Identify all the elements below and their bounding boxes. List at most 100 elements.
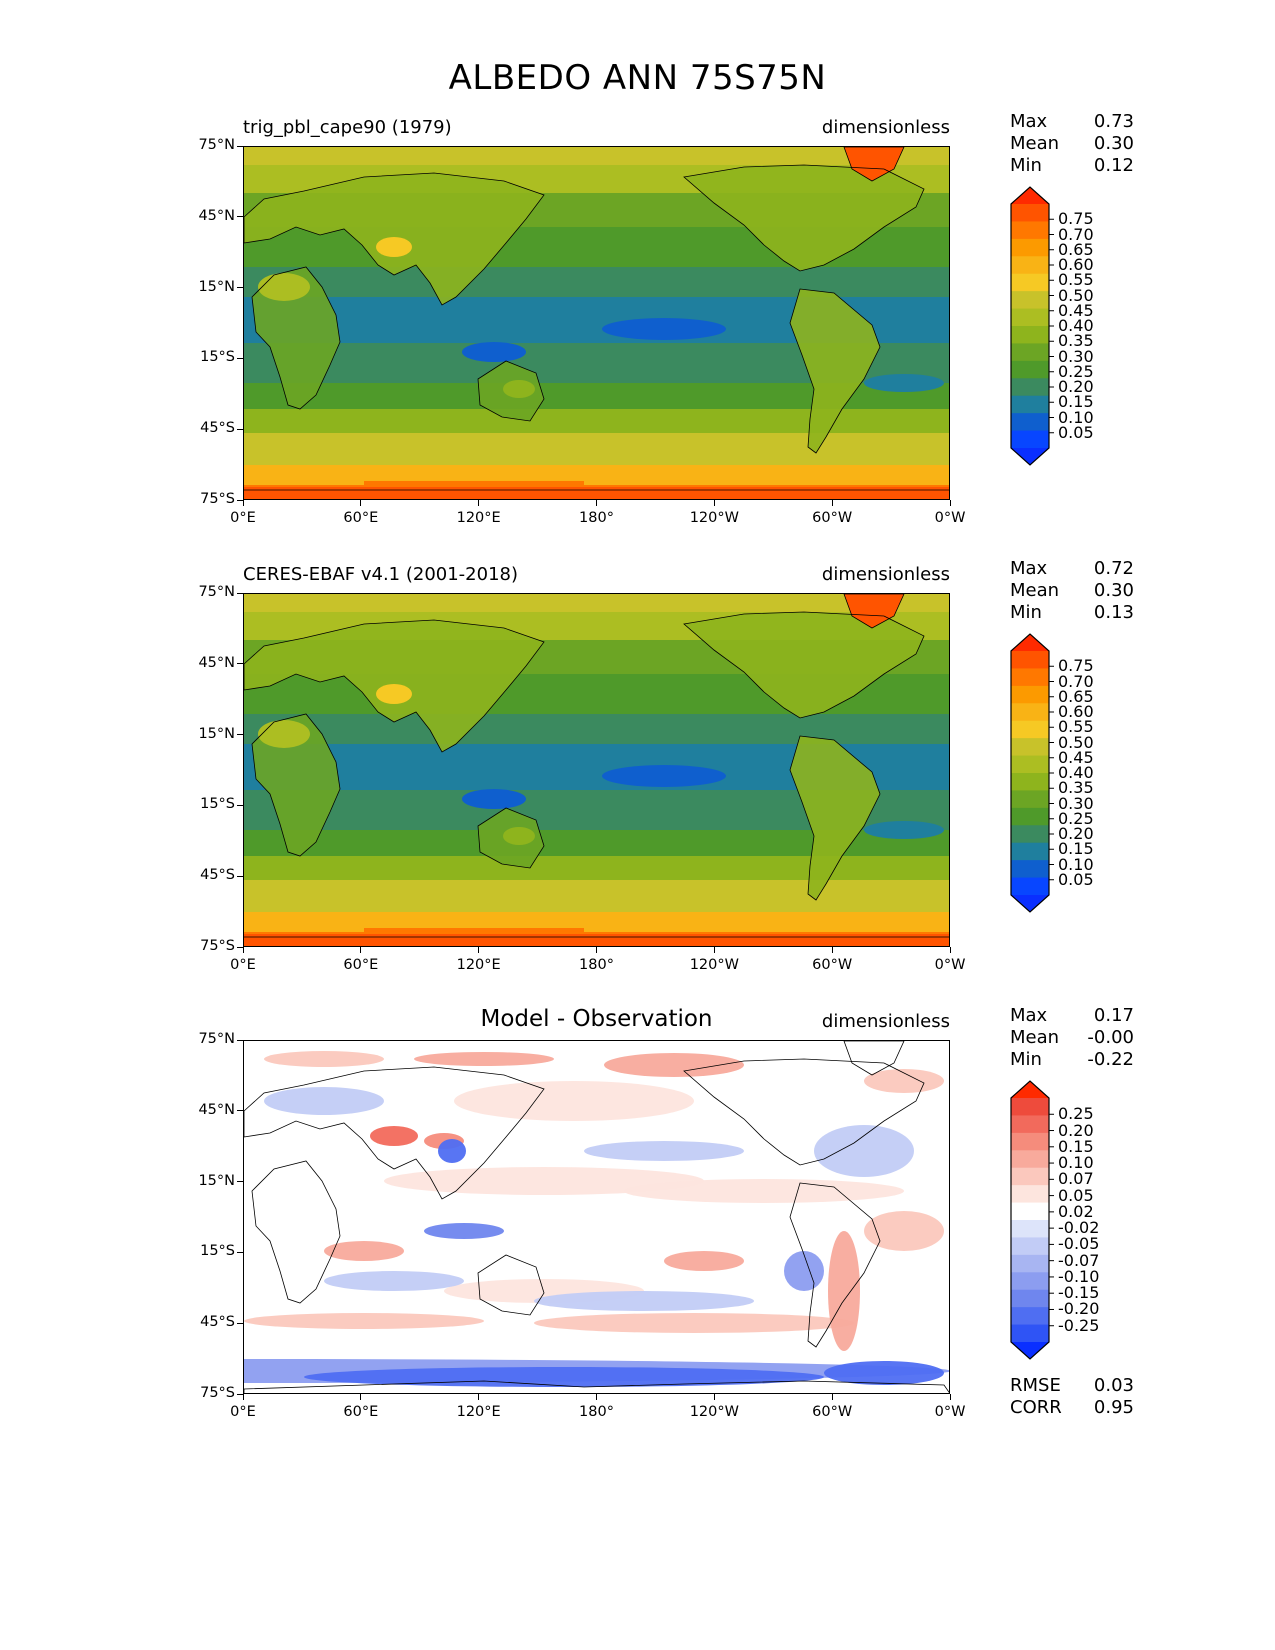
x-tick-mark [949,500,951,506]
colorbar-label: 0.15 [1058,839,1094,859]
y-tick-mark [237,875,243,877]
stat-mean: Mean 0.30 [1010,580,1134,602]
colorbar-label: 0.75 [1058,656,1094,676]
y-tick-mark [237,592,243,594]
stat-max: Max 0.72 [1010,558,1134,580]
stat-value: 0.13 [1093,602,1134,623]
x-tick-label: 0°E [230,510,256,526]
x-tick-mark [478,1394,480,1400]
y-tick-mark [237,1322,243,1324]
x-tick-label: 120°W [689,1404,739,1420]
y-tick-label: 15°S [200,349,235,366]
y-tick-mark [237,499,243,501]
colorbar-label: 0.30 [1058,346,1094,366]
y-tick-label: 75°S [200,1385,235,1401]
colorbar-label: 0.05 [1058,869,1094,889]
x-tick-mark [713,500,715,506]
panel-units: dimensionless [821,564,950,585]
y-tick-label: 15°S [200,1243,235,1260]
x-tick-mark [831,947,833,953]
panel-units: dimensionless [821,117,950,138]
stat-max: Max 0.73 [1010,111,1134,133]
y-tick-label: 15°S [200,796,235,813]
x-tick-mark [360,947,362,953]
x-tick-label: 180° [579,510,614,526]
x-tick-mark [596,947,597,953]
x-tick-label: 60°E [343,957,379,973]
colorbar-label: 0.10 [1058,407,1094,427]
stat-label: Mean [1010,133,1060,154]
y-tick-mark [237,663,243,665]
panel-units: dimensionless [821,1011,950,1032]
colorbar-label: -0.15 [1058,1283,1100,1303]
x-tick-mark [713,1394,715,1400]
x-tick-mark [949,947,951,953]
colorbar-label: 0.65 [1058,239,1094,259]
map-plot [243,593,950,947]
colorbar-label: 0.65 [1058,686,1094,706]
map-plot [243,146,950,500]
x-tick-mark [478,947,480,953]
stat-value: 0.73 [1093,111,1134,132]
map-field [244,147,949,499]
y-tick-label: 15°N [198,1172,235,1189]
stat-value: -0.00 [1087,1027,1134,1048]
x-tick-mark [478,500,480,506]
y-tick-label: 75°S [200,491,235,507]
y-tick-mark [237,734,243,736]
stat-value: 0.95 [1093,1397,1134,1418]
x-tick-label: 60°E [343,510,379,526]
figure-title: ALBEDO ANN 75S75N [448,58,827,98]
x-tick-mark [949,1394,951,1400]
colorbar-label: 0.20 [1058,377,1094,396]
stat-value: 0.72 [1093,558,1134,579]
x-tick-label: 120°W [689,957,739,973]
panel-subtitle: trig_pbl_cape90 (1979) [243,117,452,138]
map-field [244,594,949,946]
stat-label: Max [1010,1005,1048,1026]
y-tick-label: 45°N [198,207,235,224]
colorbar-label: 0.25 [1058,808,1094,828]
colorbar-label: 0.10 [1058,854,1094,874]
colorbar [1010,1080,1054,1360]
x-tick-mark [242,947,244,953]
y-tick-mark [237,804,243,806]
x-tick-label: 60°W [812,957,853,973]
colorbar-label: 0.35 [1058,331,1094,351]
colorbar-label: 0.10 [1058,1153,1094,1173]
colorbar-label: 0.15 [1058,392,1094,412]
colorbar-label: -0.07 [1058,1250,1100,1270]
colorbar-label: 0.20 [1058,1120,1094,1140]
colorbar-label: 0.30 [1058,793,1094,813]
map-plot [243,1040,950,1394]
x-tick-label: 60°W [812,1404,853,1420]
colorbar-label: 0.45 [1058,300,1094,320]
colorbar-label: 0.40 [1058,763,1094,782]
y-tick-label: 45°S [200,1314,235,1331]
y-tick-label: 75°N [198,584,235,600]
x-tick-mark [242,1394,244,1400]
y-tick-label: 15°N [198,725,235,742]
x-tick-label: 180° [579,1404,614,1420]
colorbar-label: 0.40 [1058,316,1094,335]
x-tick-mark [360,1394,362,1400]
colorbar [1010,186,1054,466]
x-tick-mark [360,500,362,506]
stat-mean: Mean -0.00 [1010,1027,1134,1049]
panel-subtitle: CERES-EBAF v4.1 (2001-2018) [243,564,519,585]
x-tick-mark [831,500,833,506]
colorbar-label: 0.15 [1058,1136,1094,1156]
stat-value: 0.30 [1093,580,1134,601]
y-tick-label: 45°S [200,867,235,884]
colorbar-label: 0.25 [1058,361,1094,381]
colorbar-label: 0.05 [1058,422,1094,442]
x-tick-label: 120°W [689,510,739,526]
map-field [244,1041,949,1393]
x-tick-label: 120°E [456,957,501,973]
x-tick-label: 0°W [934,957,966,973]
y-tick-label: 15°N [198,278,235,295]
x-tick-mark [596,500,597,506]
x-tick-label: 120°E [456,510,501,526]
colorbar-label: 0.45 [1058,747,1094,767]
stat-value: -0.22 [1087,1049,1134,1070]
